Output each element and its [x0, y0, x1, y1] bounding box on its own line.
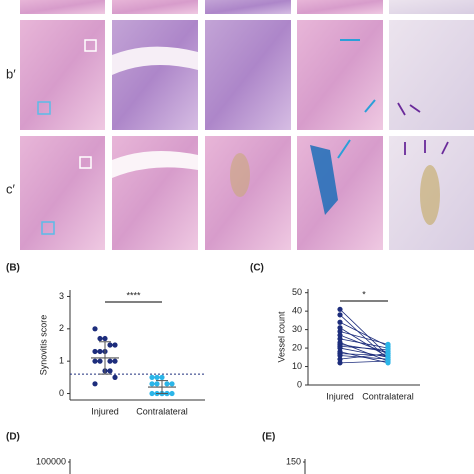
panel-label: (E)	[262, 432, 275, 443]
dot	[154, 381, 160, 387]
dot	[337, 352, 343, 359]
dot	[337, 356, 343, 362]
dot	[337, 312, 343, 318]
significance: ****	[126, 290, 141, 300]
dot	[92, 381, 98, 387]
dot	[107, 342, 113, 348]
y-tick-label: 3	[59, 291, 64, 301]
dot	[154, 374, 160, 380]
pair-line	[339, 331, 389, 345]
row-label: c′	[6, 181, 16, 196]
dot	[337, 336, 343, 342]
y-tick-label: 100000	[36, 456, 66, 466]
dot	[337, 319, 343, 325]
dot	[337, 306, 343, 312]
panel-label: (C)	[250, 263, 264, 274]
dot	[107, 358, 113, 364]
x-tick-label: Contralateral	[136, 406, 188, 416]
y-tick-label: 50	[292, 287, 302, 297]
pair-line	[339, 327, 389, 358]
pair-line	[339, 360, 389, 364]
y-axis-label: Vessel count	[276, 311, 286, 363]
dot	[97, 358, 103, 364]
x-tick-label: Contralateral	[362, 391, 414, 401]
x-tick-label: Injured	[326, 391, 354, 401]
pair-line	[339, 345, 389, 351]
dot	[92, 348, 98, 355]
dot	[169, 390, 175, 397]
dot	[337, 325, 343, 331]
dot	[337, 345, 343, 351]
pair-line	[339, 353, 389, 356]
row-label: b′	[6, 66, 16, 81]
dot	[385, 341, 391, 347]
dot	[112, 358, 118, 364]
y-tick-label: 30	[292, 324, 302, 334]
dot	[149, 374, 155, 380]
panel-label: (B)	[6, 263, 20, 274]
dot	[149, 390, 155, 397]
dot	[159, 374, 165, 380]
x-tick-label: Injured	[91, 406, 119, 416]
significance: *	[362, 289, 366, 299]
y-axis-label: Synovitis score	[38, 315, 48, 376]
dot	[385, 347, 391, 353]
panel-label: (D)	[6, 432, 20, 443]
pair-line	[339, 353, 389, 360]
dot	[164, 381, 170, 387]
dot	[97, 335, 103, 342]
dot	[97, 348, 103, 355]
pair-line	[339, 347, 389, 358]
dot	[337, 332, 343, 338]
dot	[92, 326, 98, 332]
pair-line	[339, 338, 389, 349]
dot	[385, 358, 391, 364]
y-tick-label: 40	[292, 306, 302, 316]
dot	[149, 381, 155, 387]
pair-line	[339, 355, 389, 360]
y-tick-label: 20	[292, 342, 302, 352]
dot	[107, 368, 113, 374]
pair-line	[339, 309, 389, 356]
dot	[112, 374, 118, 380]
y-tick-label: 10	[292, 361, 302, 371]
y-tick-label: 150	[286, 456, 301, 466]
y-tick-label: 2	[59, 323, 64, 333]
histology: b′ c′	[6, 0, 474, 250]
dot	[337, 328, 343, 335]
y-tick-label: 1	[59, 356, 64, 366]
dot	[112, 342, 118, 348]
y-tick-label: 0	[59, 388, 64, 398]
y-tick-label: 0	[297, 379, 302, 389]
pair-line	[339, 314, 389, 360]
dot	[337, 360, 343, 366]
dot	[385, 351, 391, 357]
dot	[92, 358, 98, 364]
dot	[102, 335, 108, 342]
dot	[169, 381, 175, 387]
